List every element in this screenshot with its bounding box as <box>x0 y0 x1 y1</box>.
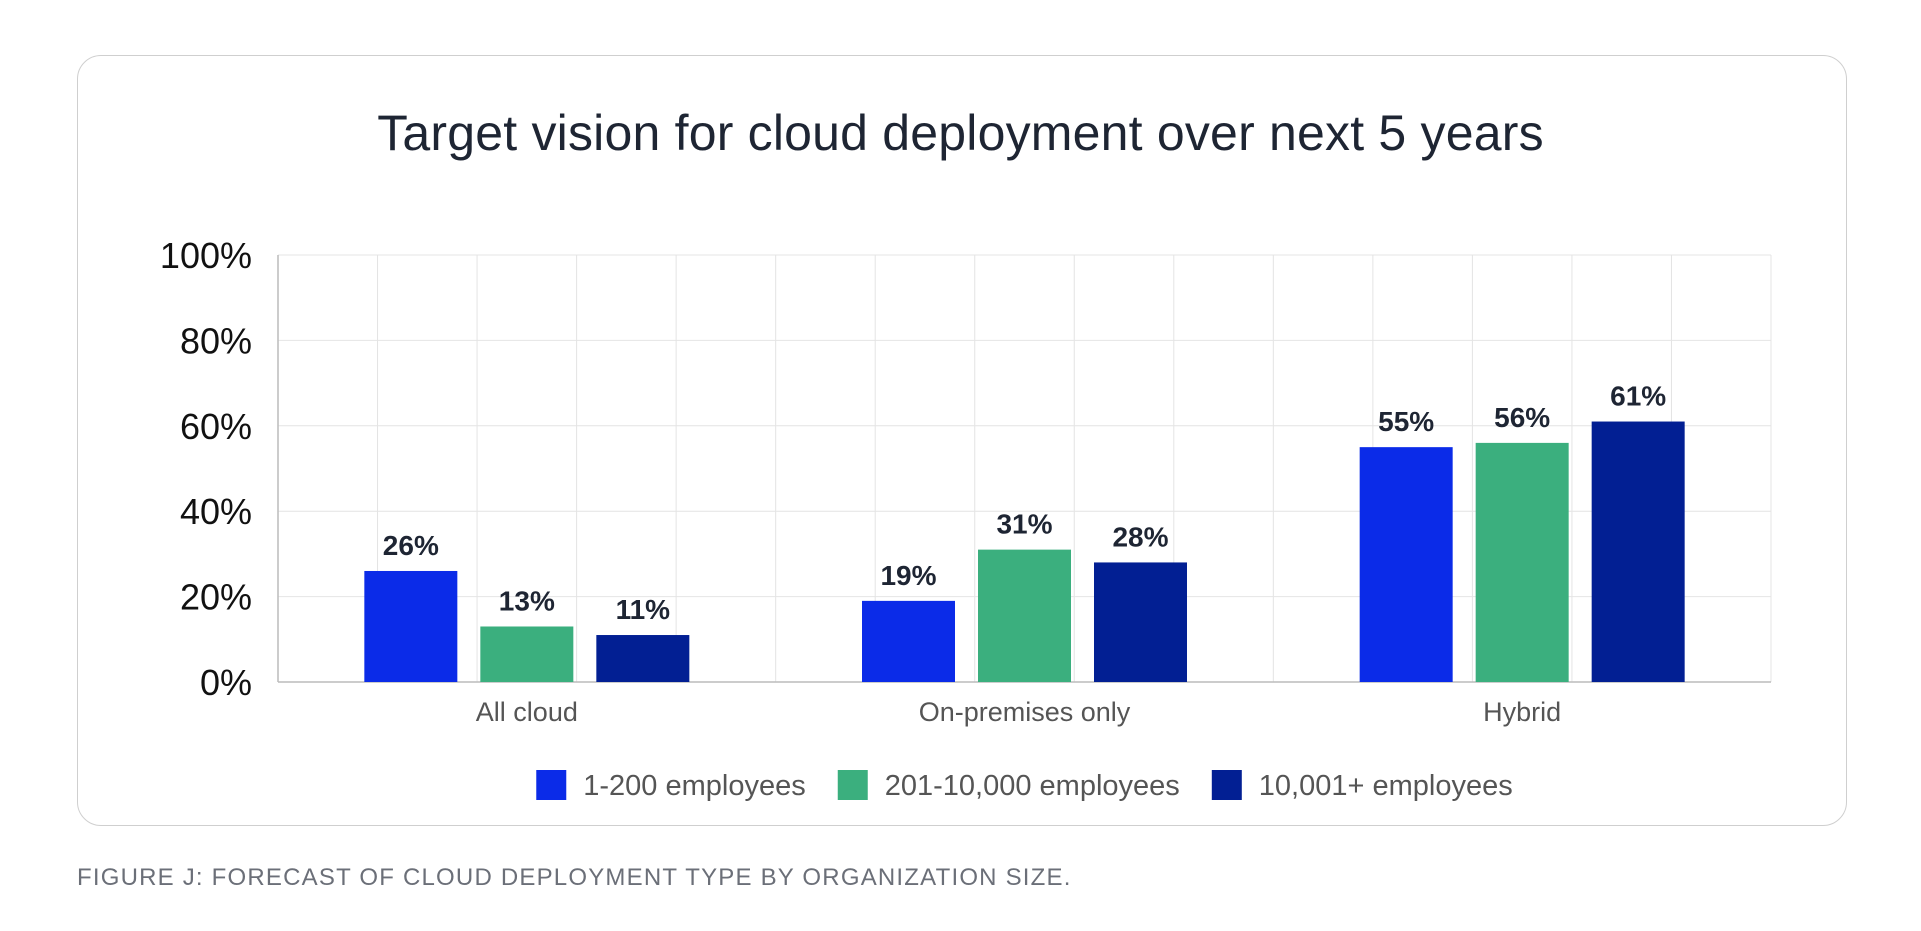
chart-title: Target vision for cloud deployment over … <box>377 105 1544 161</box>
data-label: 56% <box>1494 402 1550 433</box>
y-tick-label: 60% <box>180 406 252 447</box>
y-tick-label: 40% <box>180 491 252 532</box>
data-label: 61% <box>1610 381 1666 412</box>
bar <box>1359 447 1453 682</box>
data-label: 31% <box>996 509 1052 540</box>
legend-swatch <box>536 770 567 800</box>
bar <box>1475 442 1569 682</box>
x-tick-label: On-premises only <box>919 697 1131 727</box>
legend-label: 1-200 employees <box>583 770 805 802</box>
bar <box>978 549 1071 682</box>
bar <box>364 570 458 682</box>
y-tick-label: 20% <box>180 577 252 618</box>
data-label: 28% <box>1112 521 1168 552</box>
y-tick-label: 100% <box>160 235 252 276</box>
legend-label: 201-10,000 employees <box>885 770 1180 802</box>
legend-swatch <box>1211 770 1242 800</box>
chart-card <box>77 55 1847 826</box>
data-label: 26% <box>383 530 439 561</box>
legend-swatch <box>837 770 868 800</box>
data-label: 11% <box>616 594 671 625</box>
bar <box>1591 421 1685 682</box>
bar <box>862 600 955 682</box>
legend-label: 10,001+ employees <box>1259 770 1513 802</box>
y-tick-label: 80% <box>180 320 252 361</box>
bar <box>1094 562 1187 682</box>
data-label: 19% <box>880 560 936 591</box>
x-tick-label: Hybrid <box>1483 697 1561 727</box>
bar <box>480 626 574 682</box>
figure-caption: FIGURE J: FORECAST OF CLOUD DEPLOYMENT T… <box>77 864 1072 891</box>
x-tick-label: All cloud <box>476 697 578 727</box>
data-label: 55% <box>1378 406 1434 437</box>
bar <box>596 635 690 682</box>
y-tick-label: 0% <box>200 662 252 703</box>
data-label: 13% <box>499 585 555 616</box>
